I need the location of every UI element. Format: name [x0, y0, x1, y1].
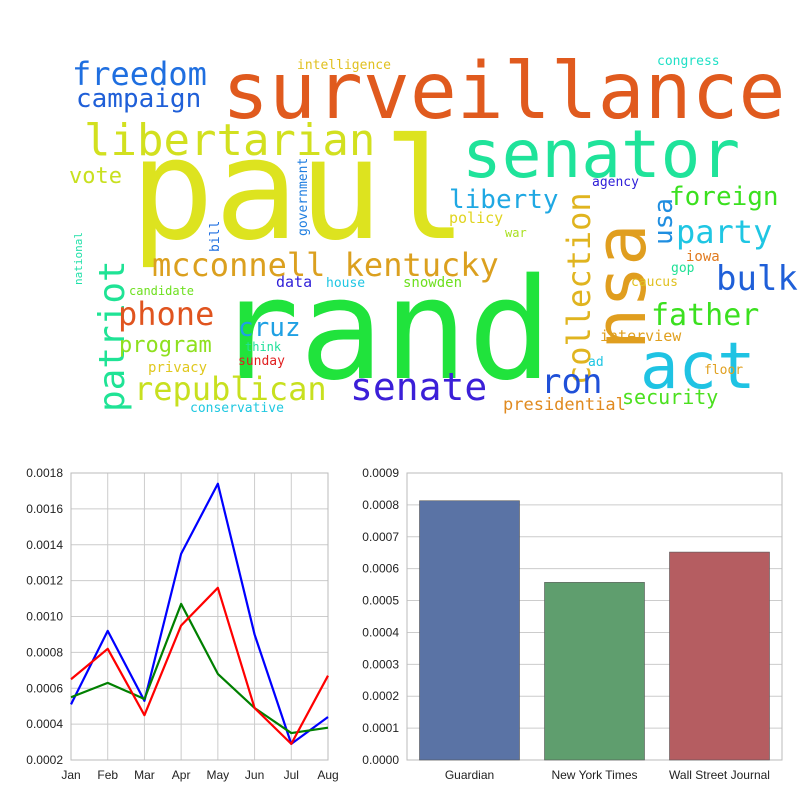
x-tick-label: New York Times: [551, 768, 637, 782]
word-house: house: [326, 276, 365, 291]
x-tick-label: Mar: [134, 768, 155, 782]
x-tick-label: Aug: [317, 768, 338, 782]
word-senator: senator: [462, 116, 740, 193]
word-iowa: iowa: [686, 249, 720, 265]
word-sunday: sunday: [238, 354, 285, 369]
y-tick-label: 0.0008: [26, 645, 63, 659]
word-candidate: candidate: [129, 284, 194, 298]
word-act: act: [640, 330, 756, 404]
word-libertarian: libertarian: [84, 115, 375, 166]
y-tick-label: 0.0014: [26, 538, 63, 552]
word-national: national: [72, 232, 85, 285]
bar-chart: 0.0000 0.0001 0.0002 0.0003 0.0004 0.0005 0.00…: [362, 466, 783, 782]
word-paul: paul: [130, 109, 467, 272]
word-conservative: conservative: [190, 401, 284, 416]
word-presidential: presidential: [503, 395, 626, 415]
bar-wall-street-journal: [669, 551, 770, 761]
word-surveillance: surveillance: [222, 47, 786, 137]
word-caucus: caucus: [631, 275, 678, 290]
word-floor: floor: [704, 363, 743, 378]
word-war: war: [505, 226, 527, 240]
y-tick-label: 0.0000: [362, 753, 399, 767]
word-party: party: [676, 213, 772, 251]
y-tick-label: 0.0012: [26, 574, 63, 588]
word-foreign: foreign: [669, 182, 779, 212]
word-snowden: snowden: [403, 275, 462, 291]
word-program: program: [119, 333, 212, 358]
y-tick-label: 0.0003: [362, 657, 399, 671]
word-rand: rand: [215, 249, 552, 412]
word-cruz: cruz: [238, 313, 301, 343]
x-tick-label: Guardian: [445, 768, 494, 782]
word-mcconnell-kentucky: mcconnell kentucky: [152, 246, 499, 284]
x-tick-label: May: [207, 768, 230, 782]
word-bill: bill: [208, 221, 223, 252]
word-congress: congress: [657, 54, 720, 69]
word-patriot: patriot: [92, 260, 133, 412]
word-agency: agency: [592, 175, 639, 190]
y-tick-label: 0.0002: [362, 689, 399, 703]
word-think: think: [245, 340, 282, 354]
x-tick-label: Jul: [284, 768, 299, 782]
y-tick-label: 0.0009: [362, 466, 399, 480]
x-tick-label: Wall Street Journal: [669, 768, 770, 782]
word-privacy: privacy: [148, 360, 207, 376]
word-government: government: [296, 158, 311, 236]
word-security: security: [622, 385, 718, 409]
word-vote: vote: [69, 164, 122, 189]
word-senate: senate: [350, 365, 487, 409]
series-line-red: [70, 586, 329, 745]
word-collection: collection: [560, 192, 598, 385]
y-tick-label: 0.0016: [26, 502, 63, 516]
word-bulk: bulk: [716, 259, 798, 299]
word-intelligence: intelligence: [297, 58, 391, 73]
series-line-blue: [70, 482, 329, 745]
word-usa: usa: [649, 198, 679, 245]
y-tick-label: 0.0018: [26, 466, 63, 480]
line-chart-grid: [70, 472, 329, 761]
y-tick-label: 0.0005: [362, 594, 399, 608]
word-nsa: nsa: [580, 224, 662, 350]
x-tick-label: Jan: [61, 768, 80, 782]
word-interview: interview: [600, 327, 682, 345]
series-line-green: [70, 602, 329, 735]
word-ron: ron: [541, 362, 602, 402]
y-tick-label: 0.0010: [26, 610, 63, 624]
y-tick-label: 0.0007: [362, 530, 399, 544]
word-policy: policy: [449, 209, 503, 227]
line-chart-frame: [70, 472, 329, 761]
y-tick-label: 0.0004: [362, 625, 399, 639]
x-tick-label: Feb: [97, 768, 118, 782]
bar-guardian: [419, 500, 520, 761]
y-tick-label: 0.0006: [362, 562, 399, 576]
word-liberty: liberty: [449, 185, 559, 215]
word-gop: gop: [671, 261, 695, 276]
y-tick-label: 0.0008: [362, 498, 399, 512]
x-tick-label: Apr: [172, 768, 191, 782]
y-tick-label: 0.0006: [26, 681, 63, 695]
word-phone: phone: [118, 295, 214, 333]
word-father: father: [651, 298, 759, 333]
x-tick-label: Jun: [245, 768, 264, 782]
line-chart: 0.0002 0.0004 0.0006 0.0008 0.0010 0.0012 0.00…: [26, 466, 338, 782]
word-ad: ad: [588, 355, 604, 370]
word-campaign: campaign: [76, 84, 201, 114]
y-tick-label: 0.0001: [362, 721, 399, 735]
word-data: data: [276, 273, 312, 291]
y-tick-label: 0.0004: [26, 717, 63, 731]
word-republican: republican: [134, 370, 327, 408]
bar-new-york-times: [544, 582, 645, 761]
y-tick-label: 0.0002: [26, 753, 63, 767]
word-freedom: freedom: [72, 55, 207, 93]
